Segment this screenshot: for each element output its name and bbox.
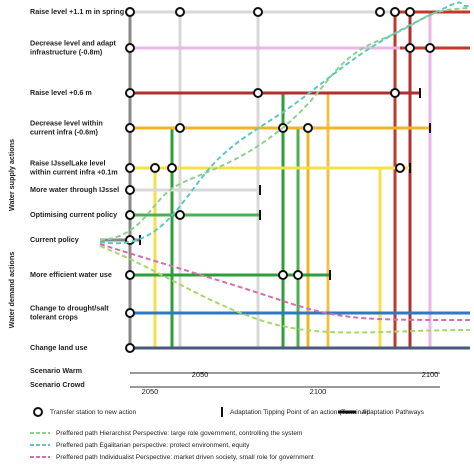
transfer-station [125, 270, 135, 280]
scenario-label: Scenario Crowd [30, 380, 85, 389]
transfer-station [253, 7, 263, 17]
action-labels: Raise level +1.1 m in spring Decrease lev… [29, 7, 124, 352]
transfer-station [125, 7, 135, 17]
transfer-station [125, 185, 135, 195]
action-label: tolerant crops [30, 312, 78, 321]
year-label: 2100 [422, 370, 439, 379]
transfer-station [125, 43, 135, 53]
preferred-path [99, 243, 471, 321]
transfer-station [303, 123, 313, 133]
action-label: More water through IJssel [30, 185, 119, 194]
year-label: 2050 [142, 387, 159, 396]
group-label: Water demand actions [7, 252, 16, 328]
transfer-station [125, 308, 135, 318]
transfer-station [253, 88, 263, 98]
transfer-station [395, 163, 405, 173]
transfer-station [125, 343, 135, 353]
action-label: current infra (-0.6m) [30, 127, 99, 136]
legend-symbol [33, 407, 43, 417]
action-label: More efficient water use [30, 270, 112, 279]
preferred-path [99, 245, 471, 334]
pathway-network [99, 1, 471, 353]
action-label: Optimising current policy [30, 210, 117, 219]
group-label: Water supply actions [7, 139, 16, 211]
scenario-axes: Scenario Warm 2050 2100 Scenario Crowd 2050 2… [30, 366, 440, 396]
action-label: Decrease level and adapt [30, 38, 117, 47]
preferred-path [99, 7, 471, 241]
transfer-station [125, 163, 135, 173]
transfer-station [375, 7, 385, 17]
year-label: 2100 [310, 387, 327, 396]
transfer-station [293, 270, 303, 280]
year-label: 2050 [192, 370, 209, 379]
scenario-label: Scenario Warm [30, 366, 82, 375]
legend-text: Adaptation Pathways [362, 409, 425, 416]
transfer-station [175, 123, 185, 133]
transfer-station [390, 88, 400, 98]
action-label: Raise IJsselLake level [30, 158, 106, 167]
legend-text: Preffered path Hierarchist Perspective: … [56, 430, 303, 437]
transfer-station [125, 123, 135, 133]
transfer-station [405, 43, 415, 53]
transfer-station [390, 7, 400, 17]
action-label: Current policy [30, 235, 79, 244]
legend: Transfer station to new action Adaptation… [30, 407, 425, 461]
transfer-station [175, 210, 185, 220]
action-label: Raise level +1.1 m in spring [30, 7, 124, 16]
legend-text: Preffered path Individualist Perspective… [56, 454, 314, 461]
action-label: Raise level +0.6 m [30, 88, 92, 97]
action-label: Decrease level within [30, 118, 103, 127]
legend-text: Adaptation Tipping Point of an action (T… [230, 409, 369, 416]
action-label: within current infra +0.1m [29, 167, 118, 176]
action-label: Change land use [30, 343, 88, 352]
legend-text: Transfer station to new action [50, 409, 137, 416]
transfer-station [278, 270, 288, 280]
transfer-station [425, 43, 435, 53]
transfer-station [167, 163, 177, 173]
action-label: infrastructure (-0.8m) [30, 47, 103, 56]
legend-text: Preffered path Egalitarian perspective: … [56, 442, 250, 449]
transfer-station [175, 7, 185, 17]
action-label: Change to drought/salt [30, 303, 109, 312]
transfer-station [405, 7, 415, 17]
preferred-path [99, 1, 471, 245]
transfer-station [125, 88, 135, 98]
transfer-station [150, 163, 160, 173]
transfer-station [125, 210, 135, 220]
